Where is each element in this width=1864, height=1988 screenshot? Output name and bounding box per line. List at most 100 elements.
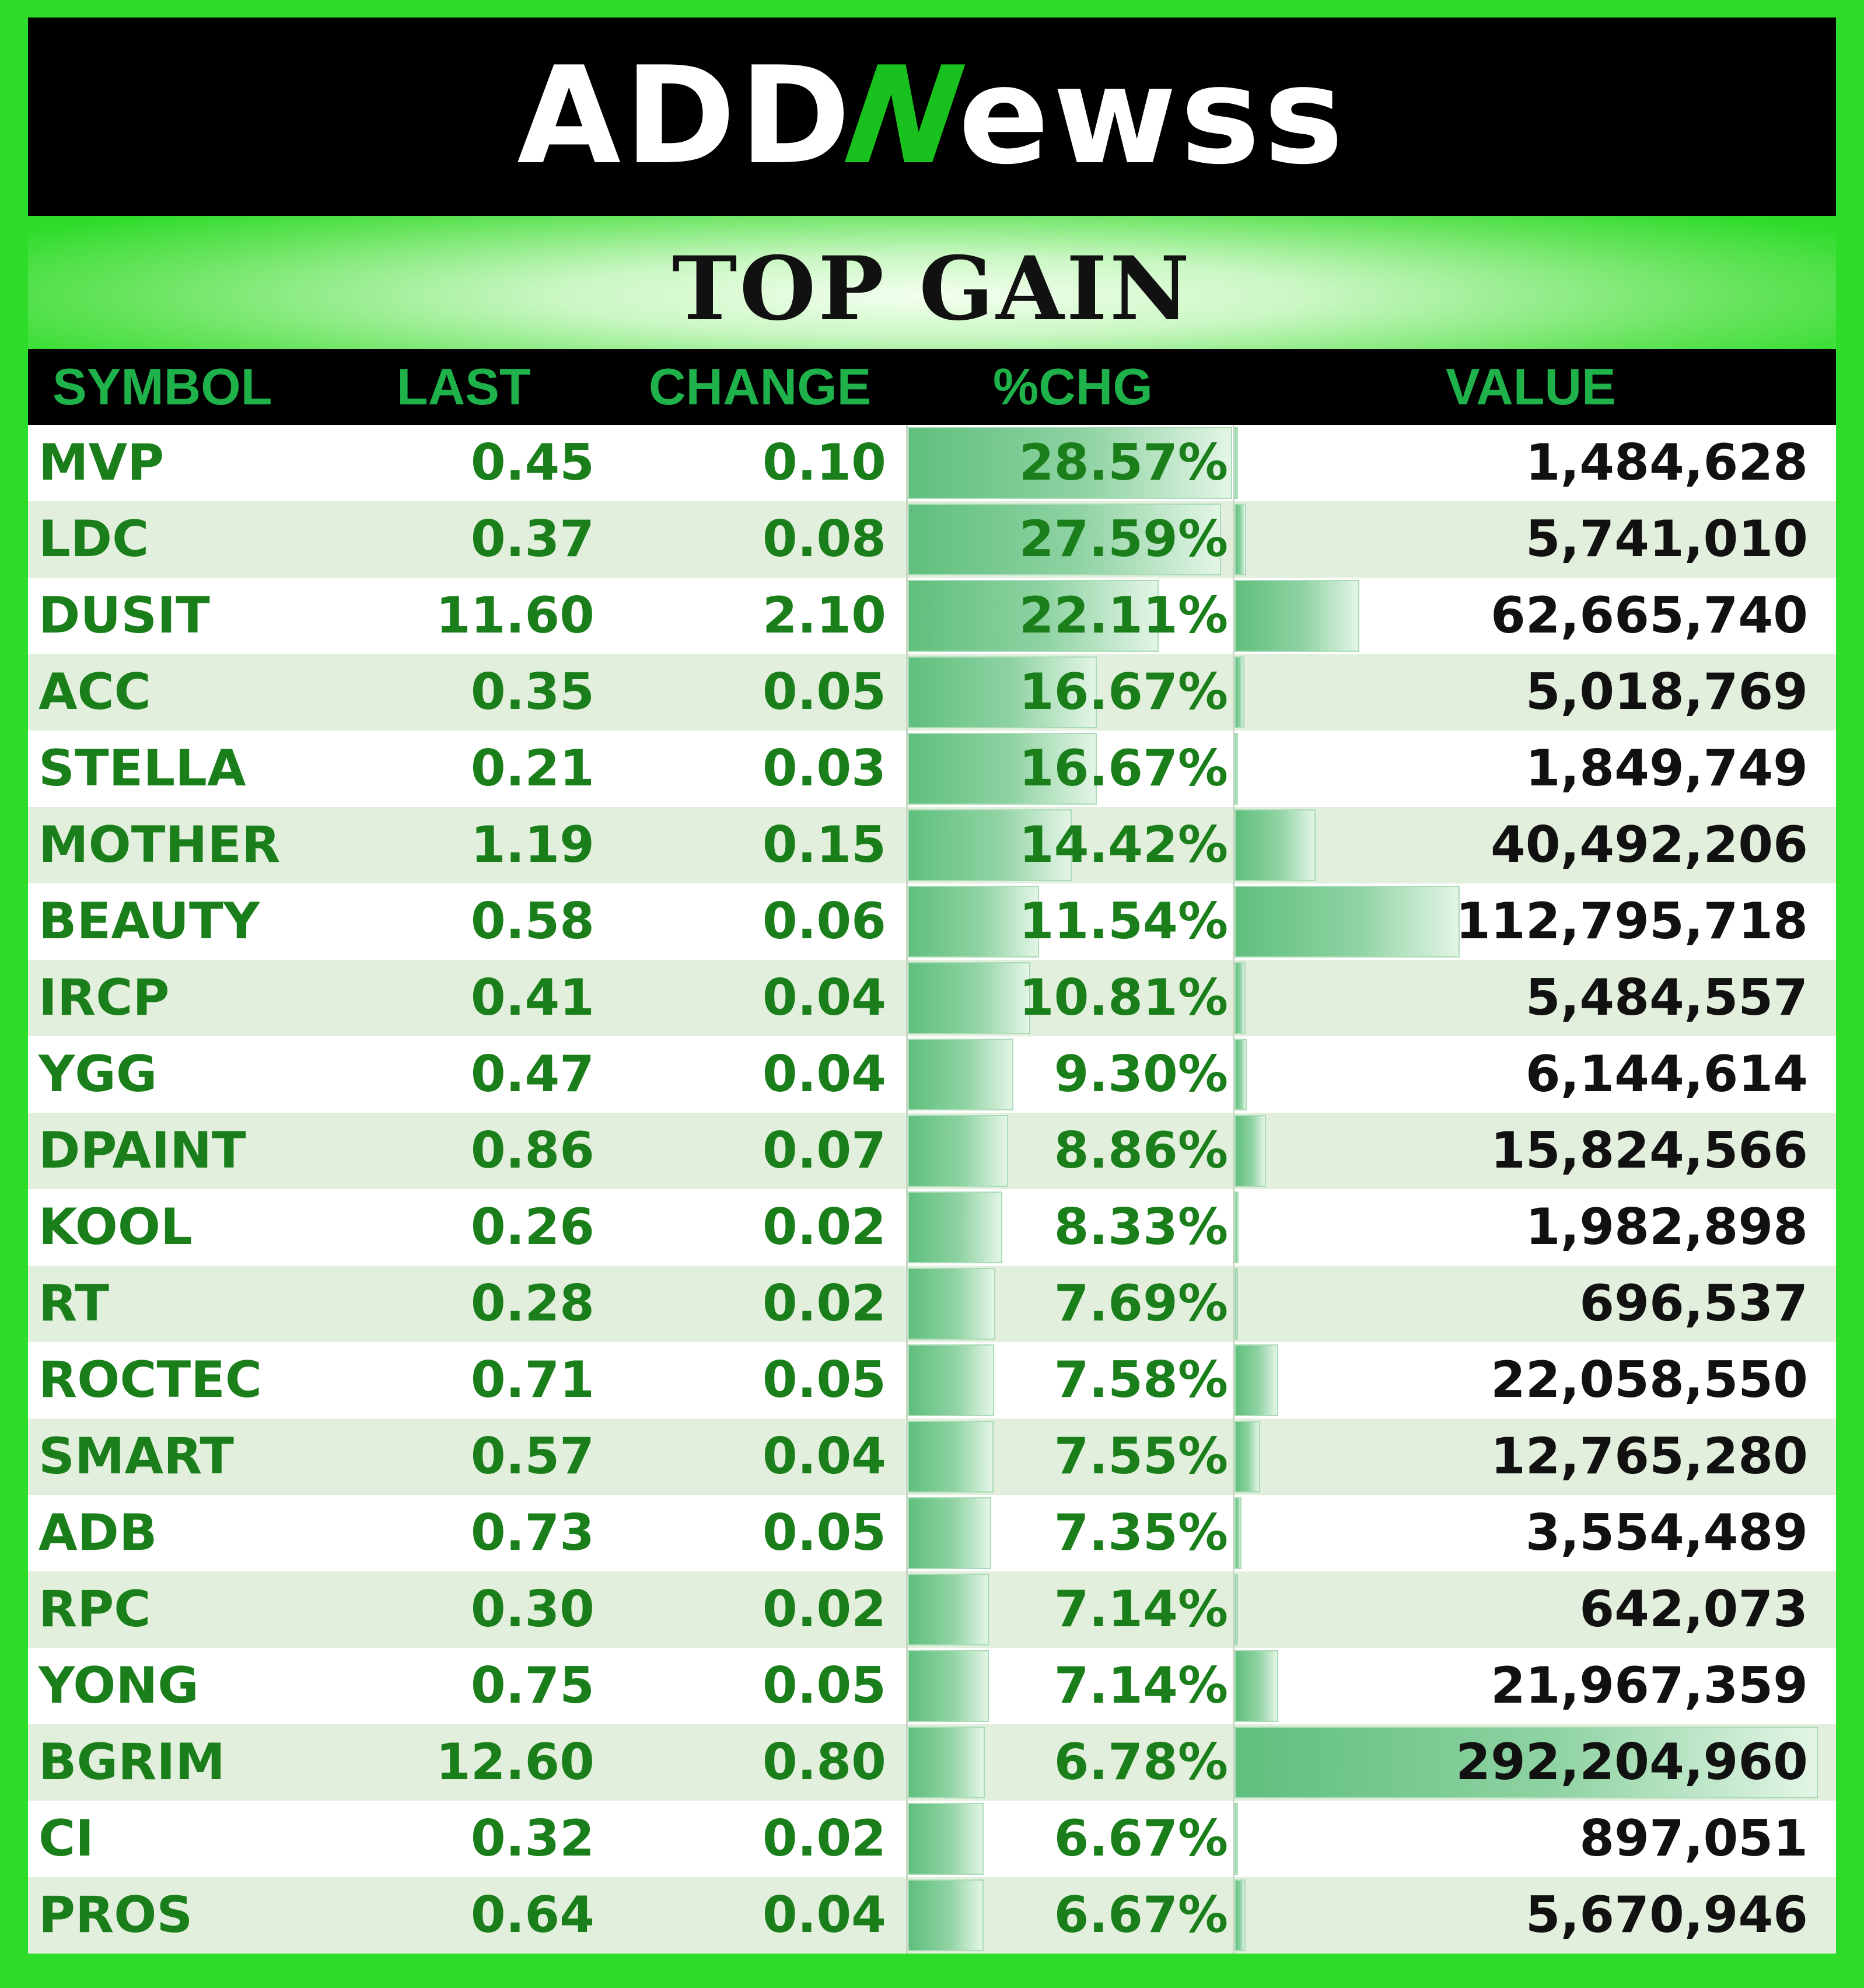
column-divider bbox=[1233, 1036, 1234, 1113]
cell-symbol: PROS bbox=[39, 1886, 193, 1944]
cell-symbol: ROCTEC bbox=[39, 1351, 262, 1409]
value-data-bar bbox=[1234, 1497, 1242, 1569]
column-divider bbox=[906, 960, 908, 1036]
cell-symbol: CI bbox=[39, 1809, 95, 1868]
cell-last: 0.21 bbox=[470, 739, 594, 798]
value-data-bar bbox=[1234, 1039, 1247, 1110]
page-frame: ADD N ewss TOP GAIN SYMBOL LAST CHANGE %… bbox=[28, 18, 1836, 1958]
col-header-pct: %CHG bbox=[993, 358, 1153, 415]
cell-last: 0.47 bbox=[470, 1045, 594, 1103]
column-divider bbox=[1233, 1571, 1234, 1648]
cell-symbol: LDC bbox=[39, 510, 149, 568]
table-row: LDC 0.37 0.08 27.59% 5,741,010 bbox=[28, 501, 1836, 578]
value-data-bar bbox=[1234, 427, 1238, 499]
column-divider bbox=[906, 1113, 908, 1189]
logo-text-left: ADD bbox=[517, 39, 855, 194]
pct-data-bar bbox=[908, 1574, 989, 1645]
cell-symbol: ADB bbox=[39, 1504, 158, 1562]
pct-data-bar bbox=[908, 1727, 985, 1798]
value-data-bar bbox=[1234, 1574, 1238, 1645]
value-data-bar bbox=[1234, 809, 1316, 881]
cell-symbol: DPAINT bbox=[39, 1121, 246, 1180]
pct-data-bar bbox=[908, 1115, 1009, 1187]
cell-pct-change: 11.54% bbox=[1019, 892, 1228, 951]
pct-data-bar bbox=[908, 1192, 1003, 1263]
column-divider bbox=[1233, 1724, 1234, 1801]
cell-last: 0.75 bbox=[470, 1657, 594, 1715]
value-data-bar bbox=[1234, 1268, 1238, 1340]
cell-change: 0.05 bbox=[762, 1351, 886, 1409]
brand-logo: ADD N ewss bbox=[517, 39, 1347, 194]
pct-data-bar bbox=[908, 733, 1097, 805]
cell-last: 0.73 bbox=[470, 1504, 594, 1562]
cell-pct-change: 7.55% bbox=[1054, 1427, 1228, 1486]
table-row: SMART 0.57 0.04 7.55% 12,765,280 bbox=[28, 1418, 1836, 1495]
cell-symbol: IRCP bbox=[39, 969, 170, 1027]
pct-data-bar bbox=[908, 580, 1159, 652]
cell-pct-change: 6.67% bbox=[1054, 1886, 1228, 1944]
column-divider bbox=[1233, 1495, 1234, 1571]
cell-value: 15,824,566 bbox=[1490, 1121, 1808, 1180]
table-row: DUSIT 11.60 2.10 22.11% 62,665,740 bbox=[28, 578, 1836, 654]
cell-pct-change: 14.42% bbox=[1019, 816, 1228, 874]
column-divider bbox=[906, 1724, 908, 1801]
cell-value: 292,204,960 bbox=[1456, 1733, 1808, 1791]
table-row: RT 0.28 0.02 7.69% 696,537 bbox=[28, 1266, 1836, 1342]
value-data-bar bbox=[1234, 1727, 1818, 1798]
pct-data-bar bbox=[908, 1879, 984, 1951]
table-row: MVP 0.45 0.10 28.57% 1,484,628 bbox=[28, 425, 1836, 501]
column-divider bbox=[906, 1036, 908, 1113]
cell-change: 2.10 bbox=[762, 586, 886, 645]
cell-value: 1,484,628 bbox=[1525, 434, 1808, 492]
col-header-change: CHANGE bbox=[649, 358, 872, 415]
logo-n-mark: N bbox=[837, 39, 975, 194]
column-divider bbox=[906, 1877, 908, 1954]
cell-change: 0.02 bbox=[762, 1274, 886, 1333]
cell-last: 1.19 bbox=[470, 816, 594, 874]
cell-pct-change: 7.14% bbox=[1054, 1657, 1228, 1715]
cell-symbol: MOTHER bbox=[39, 816, 281, 874]
value-data-bar bbox=[1234, 1803, 1238, 1875]
cell-last: 0.64 bbox=[470, 1886, 594, 1944]
cell-pct-change: 7.35% bbox=[1054, 1504, 1228, 1562]
cell-pct-change: 8.33% bbox=[1054, 1198, 1228, 1256]
cell-value: 642,073 bbox=[1579, 1580, 1808, 1638]
value-data-bar bbox=[1234, 580, 1360, 652]
value-data-bar bbox=[1234, 1421, 1260, 1493]
cell-symbol: BEAUTY bbox=[39, 892, 260, 951]
column-divider bbox=[906, 1342, 908, 1418]
cell-pct-change: 6.67% bbox=[1054, 1809, 1228, 1868]
cell-value: 6,144,614 bbox=[1525, 1045, 1808, 1103]
value-data-bar bbox=[1234, 733, 1239, 805]
cell-value: 12,765,280 bbox=[1490, 1427, 1808, 1486]
title-band: TOP GAIN bbox=[28, 216, 1836, 362]
cell-value: 1,849,749 bbox=[1525, 739, 1808, 798]
pct-data-bar bbox=[908, 1650, 989, 1722]
column-divider bbox=[1233, 1801, 1234, 1877]
cell-change: 0.05 bbox=[762, 1657, 886, 1715]
cell-change: 0.04 bbox=[762, 969, 886, 1027]
col-header-last: LAST bbox=[397, 358, 531, 415]
column-divider bbox=[906, 1648, 908, 1724]
cell-pct-change: 22.11% bbox=[1019, 586, 1228, 645]
column-divider bbox=[906, 731, 908, 807]
cell-value: 5,018,769 bbox=[1525, 663, 1808, 721]
pct-data-bar bbox=[908, 1421, 994, 1493]
column-divider bbox=[906, 578, 908, 654]
cell-last: 0.58 bbox=[470, 892, 594, 951]
logo-bar: ADD N ewss bbox=[28, 18, 1836, 216]
cell-value: 22,058,550 bbox=[1490, 1351, 1808, 1409]
table-row: ADB 0.73 0.05 7.35% 3,554,489 bbox=[28, 1495, 1836, 1571]
cell-symbol: MVP bbox=[39, 434, 165, 492]
cell-value: 897,051 bbox=[1579, 1809, 1808, 1868]
cell-symbol: STELLA bbox=[39, 739, 246, 798]
value-data-bar bbox=[1234, 962, 1246, 1034]
cell-value: 62,665,740 bbox=[1490, 586, 1808, 645]
column-divider bbox=[1233, 1113, 1234, 1189]
cell-value: 5,484,557 bbox=[1525, 969, 1808, 1027]
pct-data-bar bbox=[908, 1039, 1013, 1110]
cell-last: 0.86 bbox=[470, 1121, 594, 1180]
cell-pct-change: 28.57% bbox=[1019, 434, 1228, 492]
cell-change: 0.80 bbox=[762, 1733, 886, 1791]
table-row: BEAUTY 0.58 0.06 11.54% 112,795,718 bbox=[28, 883, 1836, 960]
